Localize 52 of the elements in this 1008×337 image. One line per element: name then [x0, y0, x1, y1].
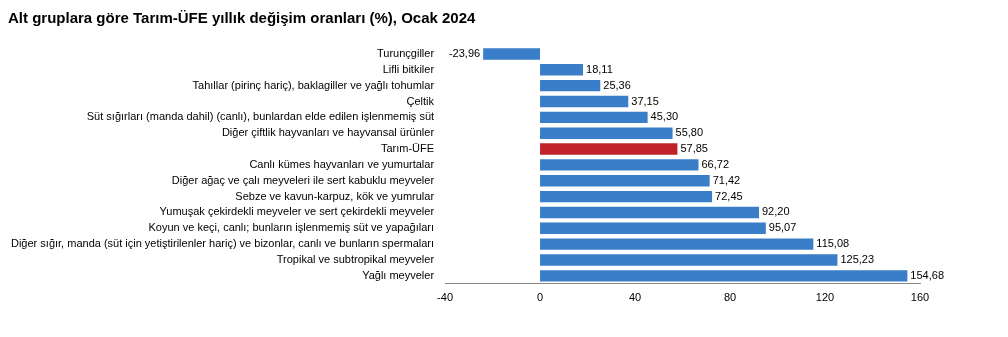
- x-tick-label: 120: [815, 291, 835, 304]
- y-tick-label: Diğer çiftlik hayvanları ve hayvansal ürünler: [221, 126, 435, 139]
- data-label: 57,85: [680, 142, 708, 155]
- bar: [540, 206, 759, 219]
- y-tick-label: Diğer sığır, manda (süt için yetiştirilenler hariç) ve bizonlar, canlı ve bunların spermaları: [10, 237, 435, 250]
- y-tick-label: Yağlı meyveler: [362, 268, 435, 281]
- y-tick-label: Canlı kümes hayvanları ve yumurtalar: [249, 157, 435, 170]
- bar: [540, 254, 838, 266]
- data-label: 95,07: [768, 221, 797, 234]
- x-tick-label: 160: [910, 291, 930, 304]
- y-tick-label: Süt sığırları (manda dahil) (canlı), bunlardan elde edilen işlenmemiş süt: [86, 110, 435, 123]
- data-label: -23,96: [448, 46, 481, 59]
- bar: [540, 190, 713, 203]
- data-label: 115,08: [816, 237, 850, 250]
- y-tick-label: Tarım-ÜFE: [380, 142, 435, 155]
- bar: [540, 95, 629, 108]
- data-label: 154,68: [910, 268, 945, 281]
- data-label: 18,11: [586, 62, 613, 75]
- data-label: 125,23: [840, 253, 875, 266]
- x-tick-label: -40: [437, 291, 454, 304]
- bar: [540, 175, 710, 187]
- y-tick-label: Koyun ve keçi, canlı; bunların işlenmemiş süt ve yapağıları: [148, 221, 435, 234]
- bar: [540, 238, 814, 250]
- y-tick-label: Tropikal ve subtropikal meyveler: [276, 253, 435, 266]
- y-tick-label: Sebze ve kavun-karpuz, kök ve yumrular: [235, 189, 435, 202]
- x-tick-label: 40: [628, 291, 642, 304]
- y-tick-label: Tahıllar (pirinç hariç), baklagiller ve yağlı tohumlar: [192, 78, 435, 91]
- y-tick-label: Lifli bitkiler: [382, 62, 435, 75]
- data-label: 25,36: [603, 78, 631, 91]
- bar: [540, 79, 601, 92]
- bar: [540, 222, 766, 235]
- data-label: 55,80: [675, 126, 704, 139]
- bar: [540, 159, 699, 171]
- bar: [483, 48, 541, 60]
- bar: [540, 143, 678, 155]
- bar: [540, 127, 673, 139]
- y-tick-label: Diğer ağaç ve çalı meyveleri ile sert kabuklu meyveler: [171, 173, 435, 186]
- data-label: 92,20: [762, 205, 790, 218]
- y-tick-label: Çeltik: [406, 94, 435, 107]
- x-tick-label: 80: [723, 291, 737, 304]
- y-tick-label: Turunçgiller: [377, 46, 435, 59]
- text: Alt gruplara göre Tarım-ÜFE yıllık değişim oranları (%), Ocak 2024: [8, 9, 477, 27]
- data-label: 72,45: [715, 189, 743, 202]
- bar: [540, 111, 648, 124]
- data-label: 66,72: [701, 157, 730, 170]
- y-tick-label: Yumuşak çekirdekli meyveler ve sert çekirdekli meyveler: [159, 205, 435, 218]
- bar: [540, 270, 908, 282]
- x-tick-label: 0: [536, 291, 544, 304]
- data-label: 71,42: [712, 173, 741, 186]
- data-label: 37,15: [631, 94, 659, 107]
- bar: [540, 64, 584, 76]
- data-label: 45,30: [650, 110, 679, 123]
